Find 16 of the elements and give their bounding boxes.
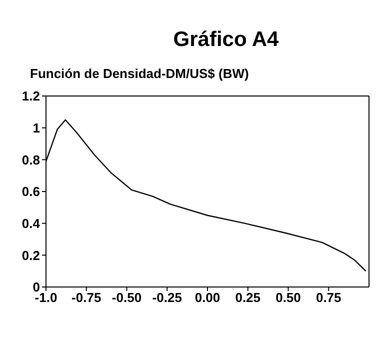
x-tick-label: -0.50 bbox=[112, 290, 142, 306]
y-tick-label: 1.2 bbox=[22, 88, 40, 104]
x-tick-label: 0.50 bbox=[276, 290, 301, 306]
x-tick-label: -0.25 bbox=[152, 290, 182, 306]
x-tick-label: 0.75 bbox=[316, 290, 342, 306]
y-tick-label: 0.6 bbox=[22, 184, 40, 200]
x-tick-label: -0.75 bbox=[72, 290, 102, 306]
chart-title: Gráfico A4 bbox=[172, 28, 280, 52]
y-tick-label: 0 bbox=[32, 280, 40, 295]
y-tick-label: 0.4 bbox=[22, 216, 41, 231]
x-tick-label: 0.00 bbox=[194, 290, 220, 306]
y-tick-label: 0.2 bbox=[22, 248, 40, 263]
chart-subtitle: Función de Densidad-DM/US$ (BW) bbox=[30, 66, 250, 81]
x-tick-label: 0.25 bbox=[235, 290, 261, 306]
y-tick-label: 0.8 bbox=[22, 152, 40, 168]
y-tick-label: 1 bbox=[32, 120, 40, 136]
